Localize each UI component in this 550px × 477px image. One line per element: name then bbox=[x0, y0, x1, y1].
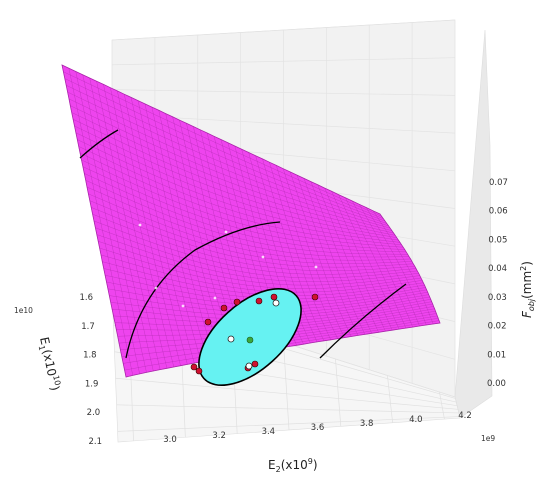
z-tick-label: 0.03 bbox=[488, 293, 507, 303]
floor-grid-line bbox=[335, 358, 342, 427]
floor-grid-line bbox=[439, 391, 445, 420]
x-tick-label: 2.1 bbox=[88, 437, 102, 447]
floor-grid-line bbox=[117, 416, 460, 432]
faint-sample-point bbox=[181, 304, 185, 308]
x-axis-label: E1(x1010) bbox=[35, 336, 63, 393]
contour-line-top bbox=[79, 129, 119, 159]
z-tick-label: 0.00 bbox=[487, 379, 506, 389]
x-tick-label: 2.0 bbox=[87, 408, 101, 418]
z-tick-label: 0.07 bbox=[489, 178, 508, 188]
y-tick-label: 3.0 bbox=[163, 435, 177, 445]
contour-line-right bbox=[319, 283, 407, 359]
y-tick-label: 3.4 bbox=[262, 427, 276, 437]
contour-line-mid bbox=[125, 221, 281, 359]
red-sample-point bbox=[204, 318, 212, 326]
z-tick-label: 0.05 bbox=[488, 235, 507, 245]
z-tick-label: 0.04 bbox=[488, 264, 507, 274]
x-tick-label: 1.7 bbox=[81, 322, 95, 332]
surface-mesh bbox=[61, 64, 441, 378]
y-tick-label: 3.2 bbox=[212, 431, 226, 441]
floor-grid-line bbox=[283, 342, 290, 431]
sample-points bbox=[138, 223, 319, 375]
faint-sample-point bbox=[314, 265, 318, 269]
red-sample-point bbox=[220, 304, 228, 312]
red-sample-point bbox=[270, 293, 278, 301]
faint-sample-point bbox=[138, 223, 142, 227]
open-sample-point bbox=[227, 335, 235, 343]
open-sample-point bbox=[245, 362, 253, 370]
red-sample-point bbox=[190, 363, 198, 371]
red-sample-point bbox=[233, 298, 241, 306]
x-tick-label: 1.6 bbox=[79, 293, 93, 303]
y-tick-label: 3.8 bbox=[360, 419, 374, 429]
floor-grid-line bbox=[387, 375, 393, 423]
y-axis-offset-text: 1e9 bbox=[481, 434, 495, 443]
open-sample-point bbox=[272, 299, 280, 307]
z-tick-label: 0.06 bbox=[489, 207, 508, 217]
y-tick-label: 3.6 bbox=[311, 423, 325, 433]
y-axis-label: E2(x109) bbox=[268, 457, 318, 474]
red-sample-point bbox=[311, 293, 319, 301]
optimum-point bbox=[246, 336, 254, 344]
x-offset-text: 1e10 bbox=[14, 306, 33, 315]
x-tick-label: 1.8 bbox=[83, 351, 97, 361]
contour-lines bbox=[79, 129, 407, 359]
z-tick-label: 0.02 bbox=[488, 322, 507, 332]
x-axis-offset-text: 1e10 bbox=[14, 306, 33, 315]
tick-labels: 1.6 1.7 1.8 1.9 2.0 2.1 3.0 3.2 3.4 3.6 3.8 4.0 4.2 0… bbox=[79, 178, 507, 447]
red-sample-point bbox=[195, 367, 203, 375]
x-tick-label: 1.9 bbox=[85, 379, 99, 389]
faint-sample-point bbox=[154, 286, 158, 290]
z-axis-label: Fobj(mm2) bbox=[519, 261, 536, 318]
faint-sample-point bbox=[224, 230, 228, 234]
y-tick-label: 4.2 bbox=[458, 411, 472, 421]
z-tick-label: 0.01 bbox=[487, 350, 506, 360]
faint-sample-point bbox=[261, 255, 265, 259]
red-sample-point bbox=[255, 297, 263, 305]
y-offset-text: 1e9 bbox=[481, 434, 495, 443]
y-tick-label: 4.0 bbox=[409, 415, 423, 425]
faint-sample-point bbox=[213, 296, 217, 300]
red-sample-point bbox=[251, 360, 259, 368]
floor-grid-line bbox=[115, 377, 458, 410]
floor-grid-line bbox=[116, 404, 459, 414]
